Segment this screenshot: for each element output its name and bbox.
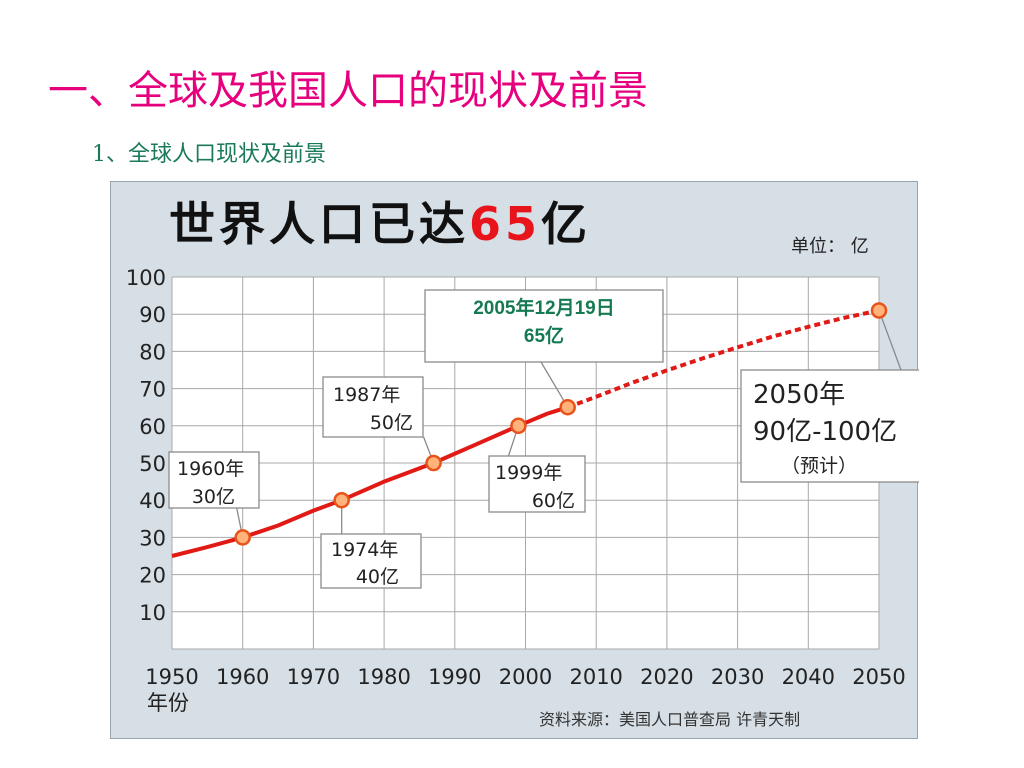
x-axis-unit-label: 年份 <box>147 691 189 715</box>
y-axis-ticks: 100 90 80 70 60 50 40 30 20 10 <box>126 266 166 625</box>
forecast-line <box>567 308 880 410</box>
callout-text-line: 1974年 <box>331 539 398 561</box>
callout-text-line: 2050年 <box>753 380 845 410</box>
callout-text-line: 90亿-100亿 <box>753 417 897 447</box>
markers <box>234 302 888 546</box>
data-point-marker <box>559 398 576 416</box>
callout-2050: 2050年 90亿-100亿 （预计） <box>740 310 919 483</box>
x-tick-label: 1980 <box>357 665 410 689</box>
y-tick-label: 30 <box>139 526 166 550</box>
y-tick-label: 70 <box>139 378 166 402</box>
y-tick-label: 10 <box>139 601 166 625</box>
chart-panel: 世界人口已达65亿 单位： 亿 100 90 80 70 60 50 40 30 20 10 19… <box>110 181 919 739</box>
y-tick-label: 50 <box>139 452 166 476</box>
chart-title-number: 65 <box>469 197 542 251</box>
y-tick-label: 80 <box>139 340 166 364</box>
x-tick-label: 1960 <box>216 665 269 689</box>
callout-leader-line <box>540 361 569 408</box>
callout-box <box>740 369 919 483</box>
x-tick-label: 2040 <box>782 665 835 689</box>
y-tick-label: 40 <box>139 489 166 513</box>
callout-box <box>168 451 260 509</box>
callout-box <box>320 533 422 589</box>
callout-1974: 1974年 40亿 <box>320 500 422 589</box>
callout-text-line: 2005年12月19日 <box>473 296 615 319</box>
chart-title-suffix: 亿 <box>541 197 592 251</box>
callout-leader-line <box>878 310 902 371</box>
callouts: 1960年 30亿 1974年 40亿 1987年 50亿 1999年 60亿 2005年12月… <box>168 289 919 589</box>
callout-text-line: 60亿 <box>532 490 575 512</box>
callout-1999: 1999年 60亿 <box>488 425 586 513</box>
callout-2005: 2005年12月19日 65亿 <box>424 289 664 408</box>
callout-text-line: 1960年 <box>177 458 244 480</box>
data-point-marker <box>333 491 350 509</box>
callout-text-line: 1987年 <box>333 384 400 406</box>
callout-box <box>488 455 586 513</box>
y-tick-label: 60 <box>139 415 166 439</box>
x-tick-label: 2050 <box>852 665 905 689</box>
callout-1960: 1960年 30亿 <box>168 451 260 538</box>
data-point-marker <box>870 302 888 319</box>
x-tick-label: 2020 <box>640 665 693 689</box>
unit-label: 单位： 亿 <box>791 236 869 257</box>
y-tick-label: 100 <box>126 266 166 290</box>
callout-text-line: 1999年 <box>495 462 562 484</box>
callout-text-line: （预计） <box>781 455 857 477</box>
slide-title: 一、全球及我国人口的现状及前景 <box>48 68 648 114</box>
data-point-marker <box>234 529 251 546</box>
callout-text-line: 30亿 <box>192 486 235 508</box>
x-tick-label: 1950 <box>145 665 198 689</box>
x-tick-label: 2010 <box>569 665 622 689</box>
x-axis-ticks: 1950 1960 1970 1980 1990 2000 2010 2020 2030 2040… <box>145 665 905 689</box>
data-point-marker <box>425 454 442 472</box>
callout-box <box>424 289 664 363</box>
callout-text-line: 50亿 <box>370 412 413 434</box>
data-point-marker <box>510 417 527 435</box>
callout-box <box>322 376 424 438</box>
y-tick-label: 90 <box>139 303 166 327</box>
callout-text-line: 40亿 <box>356 566 399 588</box>
y-tick-label: 20 <box>139 564 166 588</box>
x-tick-label: 2000 <box>499 665 552 689</box>
callout-1987: 1987年 50亿 <box>322 376 435 464</box>
x-tick-label: 1990 <box>428 665 481 689</box>
source-label: 资料来源：美国人口普查局 许青天制 <box>539 710 801 729</box>
callout-text-line: 65亿 <box>524 324 564 347</box>
x-tick-label: 2030 <box>711 665 764 689</box>
chart-title: 世界人口已达65亿 <box>169 196 591 252</box>
slide-subtitle: 1、全球人口现状及前景 <box>92 142 326 167</box>
x-tick-label: 1970 <box>287 665 340 689</box>
chart-title-prefix: 世界人口已达 <box>169 197 469 251</box>
